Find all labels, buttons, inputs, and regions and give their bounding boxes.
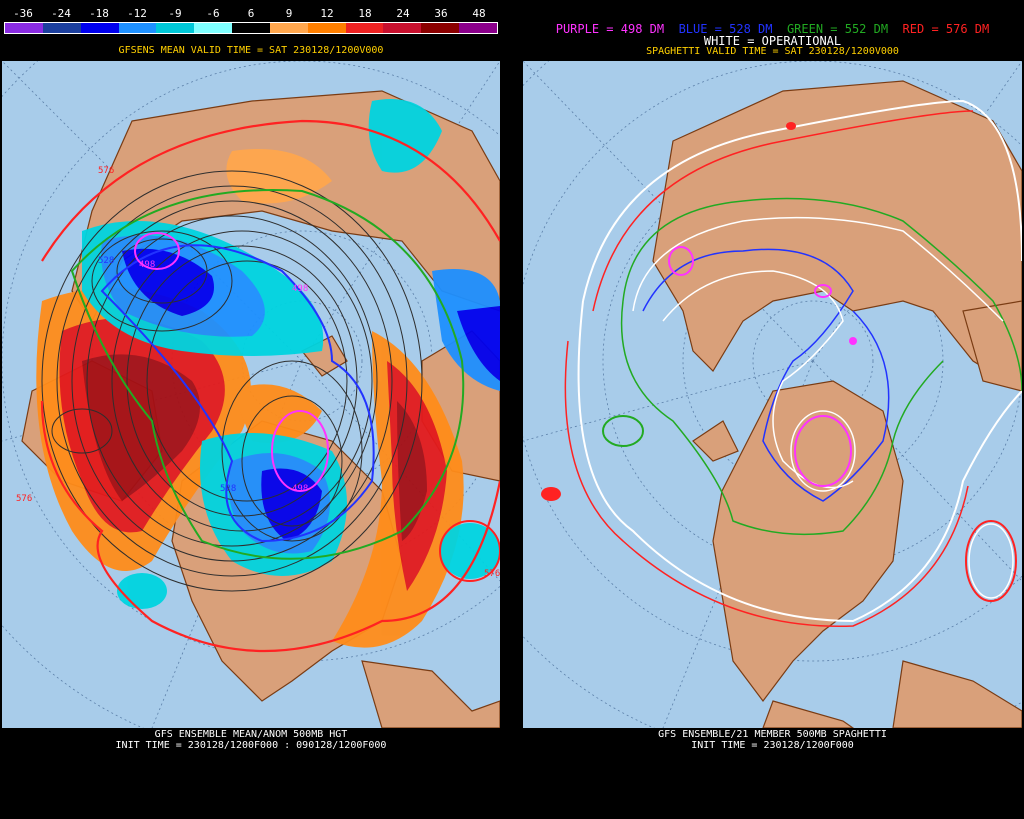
colorbar-swatch bbox=[42, 23, 81, 33]
legend-red: RED = 576 DM bbox=[902, 22, 990, 36]
colorbar-label: 36 bbox=[434, 7, 448, 20]
operational-legend: WHITE = OPERATIONAL bbox=[703, 34, 842, 48]
colorbar-label: -36 bbox=[13, 7, 33, 20]
colorbar-swatches bbox=[4, 22, 498, 34]
colorbar-swatch bbox=[80, 23, 119, 33]
legend-purple: PURPLE = 498 DM bbox=[555, 22, 665, 36]
contour-label: 498 bbox=[292, 284, 308, 294]
left-product-title: GFS ENSEMBLE MEAN/ANOM 500MB HGT bbox=[154, 729, 348, 740]
mean-anomaly-panel: -36 -24 -18 -12 -9 -6 6 9 12 18 24 36 48 GFSENS MEAN… bbox=[0, 0, 502, 819]
legend-green: GREEN = 552 DM bbox=[786, 22, 889, 36]
colorbar-label: 18 bbox=[358, 7, 372, 20]
right-product-title: GFS ENSEMBLE/21 MEMBER 500MB SPAGHETTI bbox=[658, 729, 887, 740]
colorbar-swatch bbox=[194, 23, 233, 33]
colorbar-label: -24 bbox=[51, 7, 71, 20]
spaghetti-legend: PURPLE = 498 DM BLUE = 528 DM GREEN = 55… bbox=[521, 22, 1024, 36]
mean-anomaly-map: 576 576 576 528 528 498 498 498 bbox=[2, 61, 500, 728]
contour-label: 528 bbox=[98, 256, 114, 266]
colorbar-label: -12 bbox=[127, 7, 147, 20]
contour-label: 576 bbox=[16, 494, 32, 504]
colorbar-label: 6 bbox=[247, 7, 255, 20]
legend-blue: BLUE = 528 DM bbox=[678, 22, 773, 36]
contour-label: 498 bbox=[139, 260, 155, 270]
spaghetti-map bbox=[523, 61, 1022, 728]
spaghetti-panel: PURPLE = 498 DM BLUE = 528 DM GREEN = 55… bbox=[521, 0, 1024, 819]
colorbar-label: 24 bbox=[396, 7, 410, 20]
contour-label: 528 bbox=[220, 484, 236, 494]
contour-label: 576 bbox=[98, 166, 114, 176]
colorbar-swatch bbox=[269, 23, 308, 33]
anomaly-colorbar: -36 -24 -18 -12 -9 -6 6 9 12 18 24 36 48 bbox=[4, 6, 498, 34]
right-init-time: INIT TIME = 230128/1200F000 bbox=[691, 740, 854, 751]
colorbar-swatch bbox=[156, 23, 195, 33]
right-valid-time: SPAGHETTI VALID TIME = SAT 230128/1200V0… bbox=[646, 46, 899, 57]
colorbar-swatch bbox=[459, 23, 497, 33]
contour-label: 576 bbox=[484, 569, 500, 579]
left-init-time: INIT TIME = 230128/1200F000 : 090128/120… bbox=[115, 740, 387, 751]
colorbar-label: 48 bbox=[472, 7, 486, 20]
contour-label: 498 bbox=[292, 484, 308, 494]
colorbar-swatch bbox=[5, 23, 43, 33]
colorbar-swatch bbox=[307, 23, 346, 33]
left-valid-time: GFSENS MEAN VALID TIME = SAT 230128/1200… bbox=[118, 45, 384, 56]
colorbar-swatch bbox=[421, 23, 460, 33]
colorbar-label: -18 bbox=[89, 7, 109, 20]
colorbar-swatch bbox=[345, 23, 384, 33]
left-footer: GFS ENSEMBLE MEAN/ANOM 500MB HGT INIT TI… bbox=[0, 729, 502, 751]
panel-divider bbox=[502, 0, 521, 819]
colorbar-labels: -36 -24 -18 -12 -9 -6 6 9 12 18 24 36 48 bbox=[4, 6, 498, 22]
right-footer: GFS ENSEMBLE/21 MEMBER 500MB SPAGHETTI I… bbox=[521, 729, 1024, 751]
colorbar-label: 12 bbox=[320, 7, 334, 20]
colorbar-label: -9 bbox=[168, 7, 182, 20]
colorbar-swatch bbox=[118, 23, 157, 33]
colorbar-swatch bbox=[232, 23, 270, 33]
colorbar-swatch bbox=[383, 23, 422, 33]
colorbar-label: 9 bbox=[285, 7, 293, 20]
colorbar-label: -6 bbox=[206, 7, 220, 20]
